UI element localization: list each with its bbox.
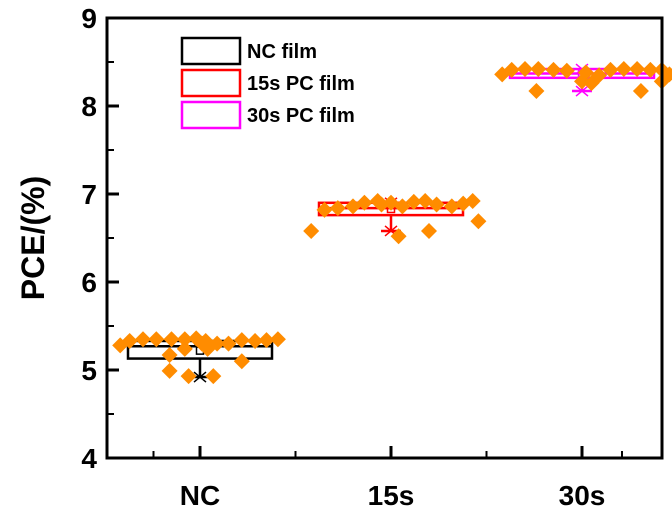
data-point [161,347,178,364]
x-tick-label: 30s [559,480,606,511]
data-point [629,61,646,78]
data-point [470,213,487,230]
data-point [233,353,250,370]
data-point [121,332,138,349]
data-point [316,201,333,218]
extreme-marker [193,371,207,383]
y-axis-title: PCE/(%) [15,176,51,300]
y-tick-label: 9 [81,3,97,34]
data-point [661,66,672,83]
legend-swatch [180,68,242,98]
y-tick-label: 6 [81,267,97,298]
data-point [193,335,210,352]
data-point [247,332,264,349]
legend-label: 15s PC film [247,73,355,95]
data-point [558,62,575,79]
data-point [329,200,346,217]
extreme-marker [575,85,589,97]
y-tick-label: 4 [81,443,97,474]
data-points [112,61,672,385]
data-point [443,198,460,215]
data-point [356,194,373,211]
data-point [421,222,437,239]
data-point [574,73,590,90]
data-point [517,61,533,78]
data-point [269,331,286,348]
data-point [180,368,197,385]
data-point [405,193,422,210]
extreme-marker [384,225,398,237]
data-point [528,83,545,100]
x-tick-label: NC [180,480,220,511]
legend-label: 30s PC film [247,105,355,127]
y-tick-label: 7 [81,179,97,210]
legend: NC film 15s PC film 30s PC film [180,36,355,130]
y-tick-label: 5 [81,355,97,386]
y-axis-ticks [107,16,119,460]
plot-frame [105,16,664,460]
data-point [163,331,180,348]
y-tick-label: 8 [81,91,97,122]
x-axis-ticks [152,446,623,458]
data-point [135,331,151,348]
data-point [176,331,193,348]
data-point [545,61,562,78]
legend-swatch [180,36,242,66]
data-point [205,368,222,385]
data-point [148,331,165,348]
data-point [464,193,481,210]
data-point [176,340,193,357]
data-point [303,222,320,239]
data-point [615,61,632,78]
x-tick-label: 15s [368,480,415,511]
data-point [602,61,619,78]
data-point [503,61,520,78]
data-point [632,83,649,100]
legend-label: NC film [247,41,317,63]
data-point [428,196,445,213]
legend-swatch [180,100,242,130]
data-point [220,335,237,352]
data-point [258,332,275,349]
data-point [390,228,407,245]
y-axis-tick-labels: 4 5 6 7 8 9 [81,3,97,474]
data-point [642,61,659,78]
data-point [161,362,178,379]
data-point [530,61,547,78]
data-point [233,332,250,349]
data-point [373,196,390,213]
x-axis-tick-labels: NC 15s 30s [180,480,606,511]
